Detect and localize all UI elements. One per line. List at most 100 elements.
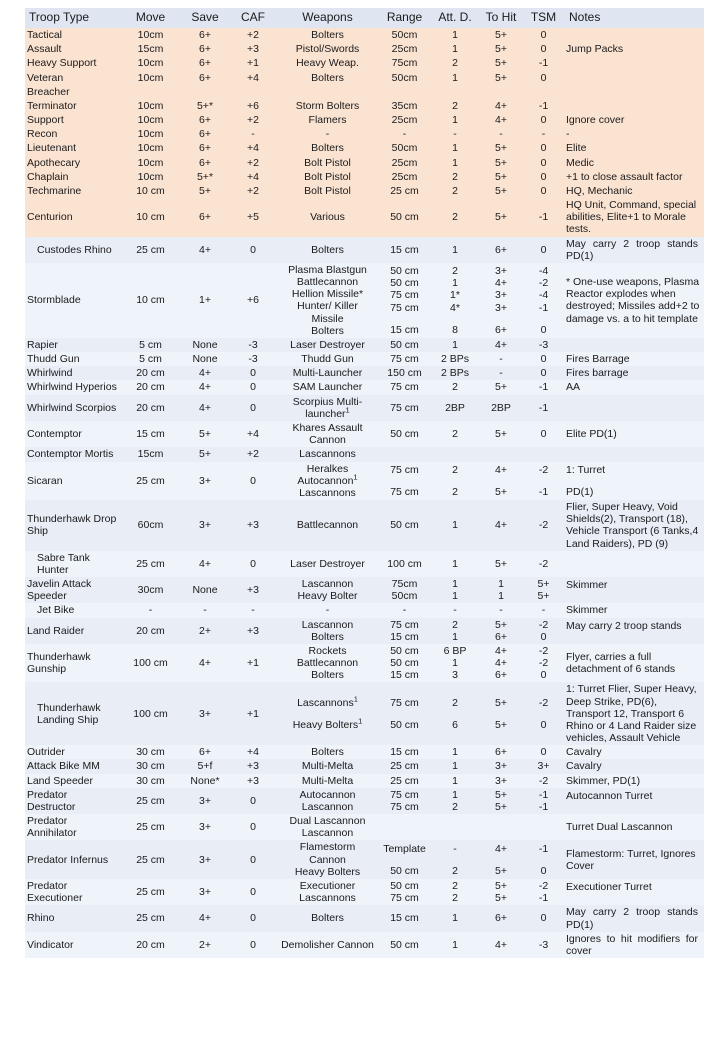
column-header-attack-dice: Att. D.	[431, 8, 479, 28]
table-row: Contemptor 15 cm 5+ +4 Khares Assault Cannon…	[25, 420, 704, 448]
cell-save: 3+	[181, 682, 229, 746]
cell-troop-type: Whirlwind	[25, 366, 120, 381]
cell-to-hit: 5+	[479, 183, 523, 199]
cell-save: 3+	[181, 500, 229, 551]
cell-to-hit: 5+ 5+	[479, 787, 523, 815]
cell-caf: +6	[229, 262, 277, 338]
cell-to-hit	[479, 447, 523, 462]
cell-range: 15 cm	[378, 236, 431, 263]
cell-attack-dice: 1	[431, 905, 479, 932]
cell-move: 10cm	[120, 141, 181, 156]
cell-tsm: -1	[523, 380, 564, 395]
cell-to-hit: 3+	[479, 759, 523, 774]
cell-caf: 0	[229, 931, 277, 959]
cell-notes: 1: Turret PD(1)	[564, 461, 704, 501]
cell-attack-dice: 2	[431, 98, 479, 114]
cell-range: 150 cm	[378, 366, 431, 381]
cell-attack-dice: 1	[431, 141, 479, 156]
cell-range: 75 cm 50 cm	[378, 682, 431, 746]
cell-tsm: 5+ 5+	[523, 577, 564, 604]
cell-attack-dice: 1	[431, 550, 479, 578]
cell-weapons: Multi-Launcher	[277, 366, 378, 381]
cell-tsm: 0	[523, 905, 564, 932]
cell-caf: +2	[229, 28, 277, 43]
cell-notes	[564, 550, 704, 578]
cell-to-hit: -	[479, 366, 523, 381]
cell-troop-type: Sicaran	[25, 461, 120, 501]
cell-troop-type: Veteran	[25, 70, 120, 85]
cell-range: 75 cm	[378, 352, 431, 367]
cell-weapons: Autocannon Lascannon	[277, 787, 378, 815]
cell-move: 5 cm	[120, 352, 181, 367]
table-row: Support 10cm 6+ +2 Flamers 25cm 1 4+ 0 Ignore cov…	[25, 113, 704, 128]
cell-troop-type: Thudd Gun	[25, 352, 120, 367]
column-header-save: Save	[181, 8, 229, 28]
cell-tsm: -	[523, 603, 564, 618]
cell-range: 15 cm	[378, 905, 431, 932]
cell-range: -	[378, 127, 431, 142]
column-header-troop-type: Troop Type	[25, 8, 120, 28]
cell-notes: Jump Packs	[564, 42, 704, 57]
cell-weapons: Flamers	[277, 113, 378, 128]
cell-troop-type: Assault	[25, 42, 120, 57]
cell-attack-dice: 2 1 1* 4* 8	[431, 262, 479, 338]
cell-save: 6+	[181, 127, 229, 142]
column-header-notes: Notes	[564, 8, 704, 28]
cell-save: None*	[181, 773, 229, 788]
cell-notes: Ignore cover	[564, 113, 704, 128]
cell-notes: Executioner Turret	[564, 879, 704, 906]
cell-move: 30 cm	[120, 773, 181, 788]
cell-notes	[564, 28, 704, 43]
cell-caf: +1	[229, 682, 277, 746]
cell-range: 50 cm	[378, 337, 431, 353]
cell-weapons: Thudd Gun	[277, 352, 378, 367]
cell-save: 5+*	[181, 169, 229, 184]
cell-caf: +2	[229, 113, 277, 128]
cell-range	[378, 84, 431, 99]
cell-notes: Flamestorm: Turret, Ignores Cover	[564, 840, 704, 879]
table-row: Javelin Attack Speeder 30cm None +3 Lascanno…	[25, 577, 704, 604]
cell-range: Template 50 cm	[378, 840, 431, 879]
cell-save: 2+	[181, 617, 229, 644]
cell-to-hit: 5+	[479, 56, 523, 71]
cell-troop-type: Contemptor	[25, 420, 120, 448]
cell-tsm: -3	[523, 337, 564, 353]
table-row: Whirlwind 20 cm 4+ 0 Multi-Launcher 150 cm 2 B…	[25, 366, 704, 381]
cell-save: 4+	[181, 550, 229, 578]
cell-notes: Flier, Super Heavy, Void Shields(2), Tra…	[564, 500, 704, 551]
cell-weapons: Heavy Weap.	[277, 56, 378, 71]
cell-move: 25 cm	[120, 550, 181, 578]
cell-save: None	[181, 352, 229, 367]
cell-move: 20 cm	[120, 380, 181, 395]
cell-notes: Elite	[564, 141, 704, 156]
cell-move: 10cm	[120, 113, 181, 128]
cell-attack-dice: 1	[431, 745, 479, 760]
cell-tsm: -	[523, 127, 564, 142]
cell-weapons: Multi-Melta	[277, 773, 378, 788]
cell-range: -	[378, 603, 431, 618]
table-row: Land Speeder 30 cm None* +3 Multi-Melta 25 cm…	[25, 773, 704, 788]
cell-notes: +1 to close assault factor	[564, 169, 704, 184]
cell-caf: +2	[229, 155, 277, 170]
cell-troop-type: Attack Bike MM	[25, 759, 120, 774]
cell-range: 75 cm 75 cm	[378, 787, 431, 815]
cell-troop-type: Heavy Support	[25, 56, 120, 71]
cell-to-hit: 4+ 5+	[479, 840, 523, 879]
cell-notes	[564, 98, 704, 114]
cell-move: 25 cm	[120, 905, 181, 932]
cell-tsm	[523, 814, 564, 841]
cell-range: 50 cm 75 cm	[378, 879, 431, 906]
cell-attack-dice: 1	[431, 70, 479, 85]
table-row: Stormblade 10 cm 1+ +6 Plasma Blastgun Battle…	[25, 262, 704, 338]
cell-to-hit: 5+	[479, 550, 523, 578]
cell-attack-dice: 1	[431, 759, 479, 774]
cell-notes: * One-use weapons, Plasma Reactor explod…	[564, 262, 704, 338]
cell-move: 25 cm	[120, 236, 181, 263]
cell-notes: May carry 2 troop stands PD(1)	[564, 236, 704, 263]
table-row: Tactical 10cm 6+ +2 Bolters 50cm 1 5+ 0	[25, 28, 704, 43]
cell-to-hit: 4+ 4+ 6+	[479, 643, 523, 683]
cell-notes	[564, 447, 704, 462]
cell-tsm: -2 -2 0	[523, 643, 564, 683]
cell-caf: 0	[229, 394, 277, 421]
cell-notes: Medic	[564, 155, 704, 170]
